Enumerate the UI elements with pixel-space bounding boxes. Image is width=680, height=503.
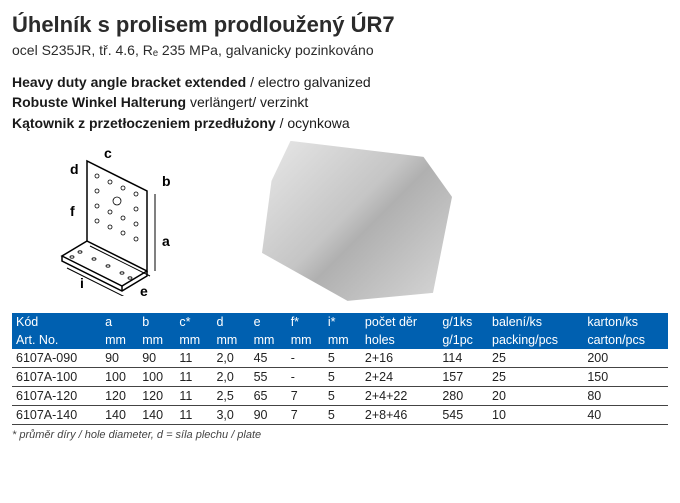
cell: 80 [583, 386, 668, 405]
footnote: * průměr díry / hole diameter, d = síla … [12, 429, 668, 441]
cell: 2+8+46 [361, 405, 438, 424]
cell: - [287, 349, 324, 368]
dim-b: b [162, 173, 171, 189]
cell: 6107A-100 [12, 367, 101, 386]
cell: - [287, 367, 324, 386]
cell: 280 [438, 386, 488, 405]
dim-d: d [70, 161, 79, 177]
dim-i: i [80, 275, 84, 291]
cell: 11 [175, 367, 212, 386]
dim-c: c [104, 146, 112, 161]
dim-a: a [162, 233, 170, 249]
dim-f: f [70, 203, 75, 219]
col-header-1: g/1ks [438, 313, 488, 331]
cell: 2+4+22 [361, 386, 438, 405]
col-header-2: holes [361, 331, 438, 349]
dimension-diagram: d c b f a i e [42, 146, 222, 296]
cell: 120 [138, 386, 175, 405]
col-header-2: packing/pcs [488, 331, 583, 349]
dim-e: e [140, 283, 148, 296]
col-header-1: Kód [12, 313, 101, 331]
cell: 90 [138, 349, 175, 368]
cell: 5 [324, 349, 361, 368]
cell: 90 [250, 405, 287, 424]
cell: 6107A-120 [12, 386, 101, 405]
col-header-2: mm [287, 331, 324, 349]
col-header-2: mm [212, 331, 249, 349]
en-bold: Heavy duty angle bracket extended [12, 74, 246, 90]
col-header-1: e [250, 313, 287, 331]
en-rest: / electro galvanized [246, 74, 371, 90]
col-header-2: carton/pcs [583, 331, 668, 349]
cell: 100 [101, 367, 138, 386]
col-header-1: f* [287, 313, 324, 331]
cell: 10 [488, 405, 583, 424]
cell: 2+16 [361, 349, 438, 368]
cell: 25 [488, 349, 583, 368]
cell: 6107A-090 [12, 349, 101, 368]
cell: 3,0 [212, 405, 249, 424]
cell: 200 [583, 349, 668, 368]
pl-rest: / ocynkowa [276, 115, 350, 131]
cell: 55 [250, 367, 287, 386]
table-row: 6107A-100100100112,055-52+2415725150 [12, 367, 668, 386]
cell: 2,0 [212, 349, 249, 368]
subtitle: ocel S235JR, tř. 4.6, Rₑ 235 MPa, galvan… [12, 42, 668, 58]
cell: 6107A-140 [12, 405, 101, 424]
col-header-1: d [212, 313, 249, 331]
col-header-2: mm [175, 331, 212, 349]
de-bold: Robuste Winkel Halterung [12, 94, 186, 110]
cell: 5 [324, 386, 361, 405]
table-row: 6107A-140140140113,090752+8+465451040 [12, 405, 668, 424]
cell: 140 [138, 405, 175, 424]
cell: 90 [101, 349, 138, 368]
cell: 40 [583, 405, 668, 424]
translations: Heavy duty angle bracket extended / elec… [12, 72, 668, 133]
table-row: 6107A-0909090112,045-52+1611425200 [12, 349, 668, 368]
product-title: Úhelník s prolisem prodloužený ÚR7 [12, 12, 668, 38]
col-header-1: c* [175, 313, 212, 331]
cell: 120 [101, 386, 138, 405]
cell: 11 [175, 386, 212, 405]
cell: 2,0 [212, 367, 249, 386]
cell: 157 [438, 367, 488, 386]
cell: 545 [438, 405, 488, 424]
cell: 5 [324, 405, 361, 424]
col-header-1: b [138, 313, 175, 331]
product-photo [262, 141, 452, 301]
cell: 140 [101, 405, 138, 424]
cell: 150 [583, 367, 668, 386]
table-row: 6107A-120120120112,565752+4+222802080 [12, 386, 668, 405]
col-header-1: počet děr [361, 313, 438, 331]
cell: 7 [287, 386, 324, 405]
col-header-2: mm [250, 331, 287, 349]
image-row: d c b f a i e [42, 141, 668, 301]
cell: 5 [324, 367, 361, 386]
col-header-2: g/1pc [438, 331, 488, 349]
spec-table: Kódabc*def*i*počet děrg/1ksbalení/kskart… [12, 313, 668, 425]
de-rest: verlängert/ verzinkt [186, 94, 308, 110]
cell: 65 [250, 386, 287, 405]
cell: 11 [175, 349, 212, 368]
table-header: Kódabc*def*i*počet děrg/1ksbalení/kskart… [12, 313, 668, 349]
col-header-2: mm [324, 331, 361, 349]
cell: 45 [250, 349, 287, 368]
cell: 20 [488, 386, 583, 405]
pl-bold: Kątownik z przetłoczeniem przedłużony [12, 115, 276, 131]
col-header-1: karton/ks [583, 313, 668, 331]
cell: 2,5 [212, 386, 249, 405]
cell: 11 [175, 405, 212, 424]
cell: 25 [488, 367, 583, 386]
cell: 2+24 [361, 367, 438, 386]
cell: 7 [287, 405, 324, 424]
col-header-1: balení/ks [488, 313, 583, 331]
cell: 114 [438, 349, 488, 368]
cell: 100 [138, 367, 175, 386]
col-header-2: mm [101, 331, 138, 349]
col-header-2: mm [138, 331, 175, 349]
col-header-1: i* [324, 313, 361, 331]
col-header-2: Art. No. [12, 331, 101, 349]
col-header-1: a [101, 313, 138, 331]
